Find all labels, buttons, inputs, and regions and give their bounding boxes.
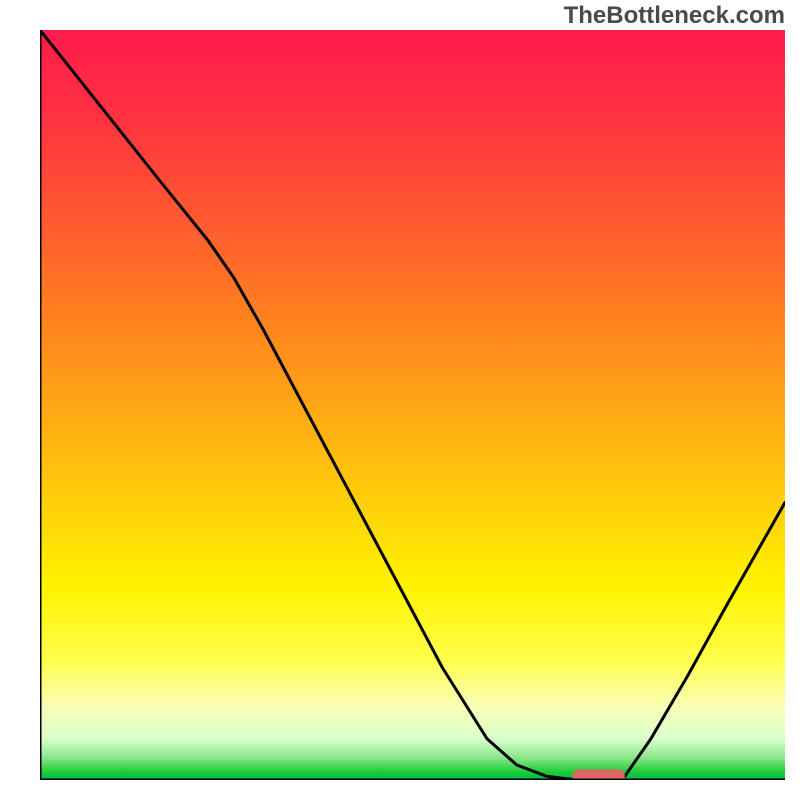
- gradient-background: [40, 30, 785, 780]
- chart-svg: [40, 30, 785, 780]
- plot-area: [40, 30, 785, 780]
- chart-container: TheBottleneck.com: [0, 0, 800, 800]
- optimal-marker: [573, 770, 625, 781]
- watermark-text: TheBottleneck.com: [564, 2, 785, 30]
